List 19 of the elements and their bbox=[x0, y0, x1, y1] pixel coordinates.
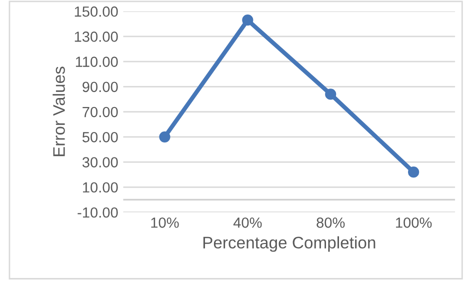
point bbox=[408, 166, 420, 178]
y-tick-label: 30.00 bbox=[82, 157, 118, 168]
point bbox=[325, 88, 336, 100]
point bbox=[242, 14, 254, 26]
y-tick-label: 10.00 bbox=[83, 182, 118, 193]
y-tick-label: 130.00 bbox=[74, 32, 118, 42]
y-tick-label: 150.00 bbox=[74, 6, 118, 17]
y-tick-label: 90.00 bbox=[82, 82, 118, 92]
x-tick-label: 80% bbox=[316, 217, 345, 228]
y-axis-title: Error Values bbox=[52, 66, 65, 156]
x-tick-label: 100% bbox=[396, 217, 432, 228]
y-tick-label: 110.00 bbox=[76, 56, 118, 67]
x-axis-title: Percentage Completion bbox=[203, 236, 376, 252]
x-tick-label: 10% bbox=[151, 217, 179, 228]
y-tick-label: 70.00 bbox=[82, 106, 118, 118]
y-tick-label: -10.00 bbox=[78, 207, 118, 218]
y-tick-label: 50.00 bbox=[82, 132, 118, 142]
x-tick-label: 40% bbox=[233, 217, 262, 228]
point bbox=[159, 131, 170, 142]
